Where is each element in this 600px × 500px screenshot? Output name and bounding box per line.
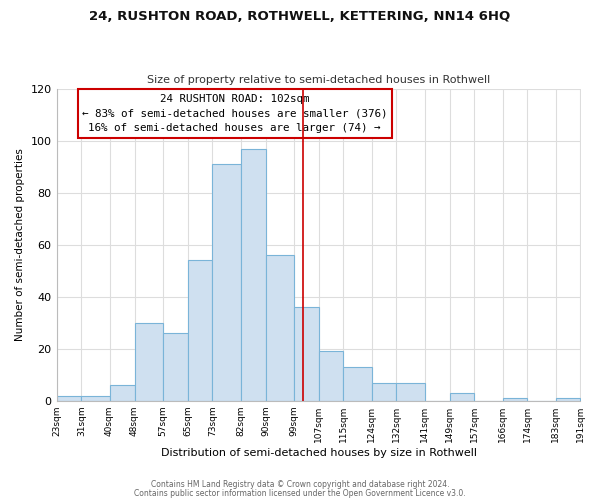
Text: 24, RUSHTON ROAD, ROTHWELL, KETTERING, NN14 6HQ: 24, RUSHTON ROAD, ROTHWELL, KETTERING, N…: [89, 10, 511, 23]
Bar: [82, 396, 110, 400]
Y-axis label: Number of semi-detached properties: Number of semi-detached properties: [15, 148, 25, 342]
Bar: [212, 164, 241, 400]
Bar: [241, 149, 266, 401]
Bar: [343, 367, 371, 400]
Bar: [56, 396, 82, 400]
Text: 24 RUSHTON ROAD: 102sqm
← 83% of semi-detached houses are smaller (376)
16% of s: 24 RUSHTON ROAD: 102sqm ← 83% of semi-de…: [82, 94, 388, 134]
Bar: [449, 393, 475, 400]
Text: Contains public sector information licensed under the Open Government Licence v3: Contains public sector information licen…: [134, 488, 466, 498]
Bar: [319, 352, 343, 401]
Bar: [110, 385, 134, 400]
Bar: [397, 382, 425, 400]
Bar: [266, 256, 293, 400]
Bar: [556, 398, 580, 400]
Title: Size of property relative to semi-detached houses in Rothwell: Size of property relative to semi-detach…: [147, 76, 490, 86]
Bar: [503, 398, 527, 400]
Bar: [371, 382, 397, 400]
Bar: [293, 307, 319, 400]
Bar: [163, 333, 188, 400]
Bar: [134, 323, 163, 400]
Text: Contains HM Land Registry data © Crown copyright and database right 2024.: Contains HM Land Registry data © Crown c…: [151, 480, 449, 489]
X-axis label: Distribution of semi-detached houses by size in Rothwell: Distribution of semi-detached houses by …: [161, 448, 476, 458]
Bar: [188, 260, 212, 400]
